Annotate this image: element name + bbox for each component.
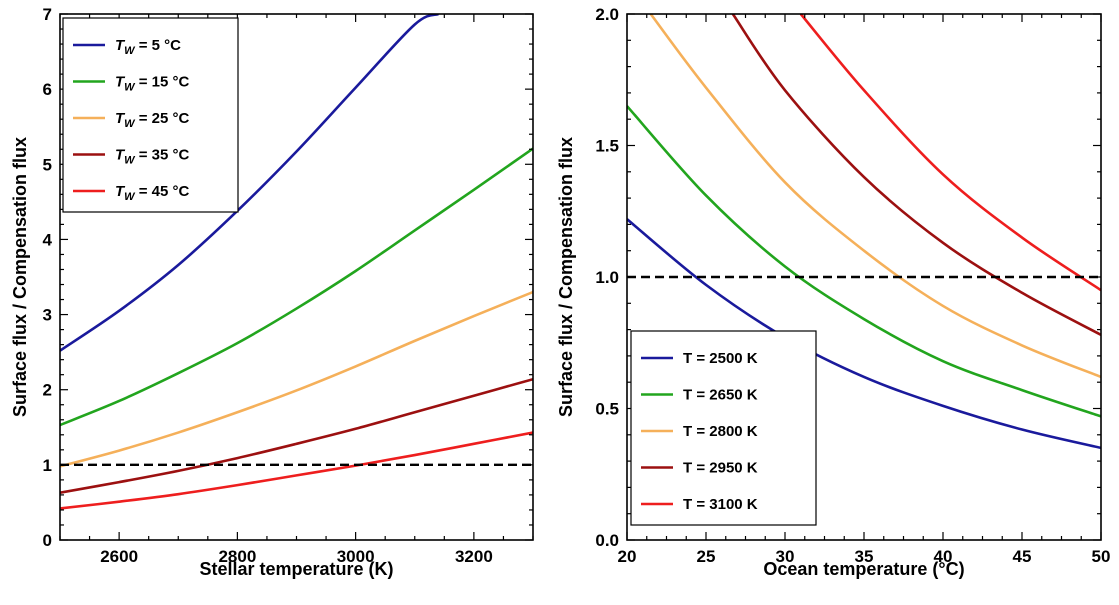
series-line-0 — [60, 14, 439, 352]
series-line-3 — [731, 14, 1101, 337]
y-tick-label-2: 1.0 — [595, 268, 619, 287]
legend-entry-4: T = 3100 K — [683, 496, 758, 513]
legend: TW = 5 °C TW = 15 °C TW = 25 °C TW = 35 °C T… — [62, 17, 239, 213]
legend-entry-1: T = 2650 K — [683, 387, 758, 404]
series-line-4 — [799, 14, 1101, 292]
y-tick-label-1: 1 — [43, 456, 52, 475]
x-tick-label-0: 2600 — [100, 547, 138, 566]
x-tick-label-5: 45 — [1013, 547, 1032, 566]
y-tick-label-1: 0.5 — [595, 400, 619, 419]
y-tick-label-0: 0.0 — [595, 531, 619, 550]
series-line-0 — [627, 218, 1101, 450]
x-tick-label-0: 20 — [618, 547, 637, 566]
x-axis-label: Stellar temperature (K) — [199, 559, 393, 579]
x-tick-label-3: 3200 — [455, 547, 493, 566]
x-tick-label-2: 3000 — [337, 547, 375, 566]
legend-entry-2: TW = 25 °C — [115, 110, 190, 130]
y-tick-label-5: 5 — [43, 155, 52, 174]
series-line-2 — [649, 14, 1101, 379]
y-tick-label-3: 1.5 — [595, 137, 619, 156]
y-tick-label-2: 2 — [43, 381, 52, 400]
series-line-2 — [60, 290, 533, 468]
legend-entry-0: TW = 5 °C — [115, 37, 181, 57]
y-tick-label-0: 0 — [43, 531, 52, 550]
y-tick-label-4: 4 — [43, 230, 53, 249]
x-tick-label-3: 35 — [855, 547, 874, 566]
y-tick-label-6: 6 — [43, 80, 52, 99]
x-tick-label-4: 40 — [934, 547, 953, 566]
y-tick-label-3: 3 — [43, 306, 52, 325]
legend-entry-4: TW = 45 °C — [115, 183, 190, 203]
legend-entry-2: T = 2800 K — [683, 423, 758, 440]
legend-entry-0: T = 2500 K — [683, 350, 758, 367]
legend: T = 2500 K T = 2650 K T = 2800 K T = 2950 K… — [630, 330, 817, 526]
x-tick-label-2: 30 — [776, 547, 795, 566]
legend-entry-1: TW = 15 °C — [115, 74, 190, 94]
legend-entry-3: TW = 35 °C — [115, 147, 190, 167]
legend-entry-3: T = 2950 K — [683, 460, 758, 477]
series-line-3 — [60, 377, 533, 494]
series-line-1 — [60, 147, 533, 427]
right-panel: 20 25 30 35 40 45 50 0.0 0.5 1.0 1.5 2.0 Ocean tempe… — [556, 5, 1110, 579]
y-axis-label: Surface flux / Compensation flux — [556, 137, 576, 417]
x-axis-label: Ocean temperature (°C) — [763, 559, 964, 579]
y-tick-label-7: 7 — [43, 5, 52, 24]
left-panel: 2600 2800 3000 3200 0 1 2 3 4 5 6 7 Stellar temperat… — [10, 5, 534, 579]
y-tick-label-4: 2.0 — [595, 5, 619, 24]
series-line-1 — [627, 105, 1101, 418]
series-line-4 — [60, 431, 533, 510]
x-tick-label-1: 2800 — [218, 547, 256, 566]
x-tick-label-1: 25 — [697, 547, 716, 566]
y-axis-label: Surface flux / Compensation flux — [10, 137, 30, 417]
x-tick-label-6: 50 — [1092, 547, 1111, 566]
